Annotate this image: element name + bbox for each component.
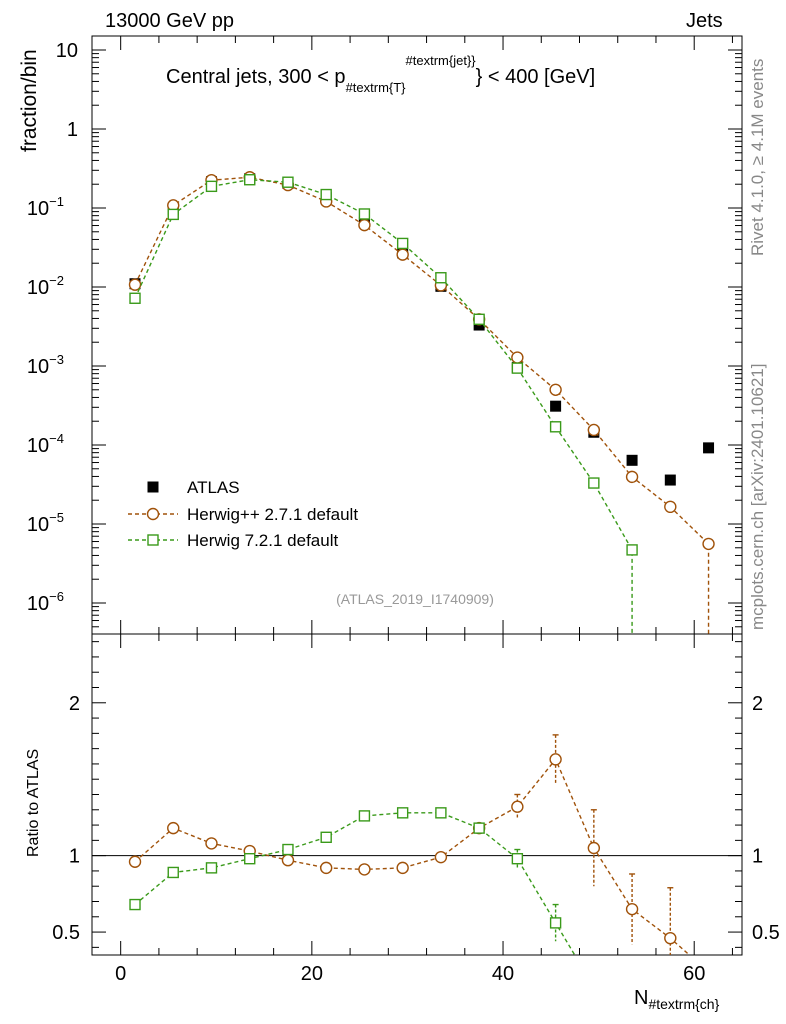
x-tick-label: 60: [683, 963, 705, 985]
analysis-watermark: (ATLAS_2019_I1740909): [336, 591, 494, 607]
main-data-point: [511, 362, 524, 374]
main-x-axis: [120, 36, 733, 634]
ratio-data-point: [396, 861, 409, 875]
ratio-data-point: [549, 917, 562, 929]
ratio-y-tick-label-right: 0.5: [752, 922, 780, 944]
legend-marker: [147, 534, 159, 546]
ratio-data-point: [129, 898, 141, 911]
ratio-data-point: [435, 807, 447, 819]
main-data-point: [396, 248, 409, 261]
ratio-series-line: [134, 758, 690, 956]
main-data-point: [358, 218, 371, 232]
ratio-data-point: [664, 931, 677, 945]
main-series-0: [129, 173, 715, 486]
legend-label: Herwig 7.2.1 default: [187, 531, 338, 550]
header-right: Jets: [686, 10, 723, 32]
header-left: 13000 GeV pp: [105, 10, 234, 32]
y-tick-label: 10−6: [27, 589, 64, 615]
main-data-point: [473, 313, 485, 326]
ratio-y-tick-label-right: 1: [752, 846, 763, 868]
legend-label: ATLAS: [187, 478, 240, 497]
main-data-point: [244, 174, 256, 186]
main-data-point: [626, 544, 638, 556]
y-tick-label: 1: [67, 119, 78, 141]
ratio-data-point: [320, 831, 332, 843]
main-data-point: [703, 442, 715, 454]
y-tick-label: 10−5: [27, 510, 64, 536]
main-y-axis: 10 1 10−1 10−2 10−3 10−4 10−5 10−6: [27, 40, 742, 628]
ratio-data-point: [205, 862, 218, 874]
main-data-point: [358, 208, 371, 220]
main-data-point: [550, 400, 562, 412]
main-data-point: [702, 537, 715, 551]
main-data-point: [396, 237, 409, 250]
ratio-y-tick-label: 2: [69, 693, 80, 715]
ratio-plot-frame: [91, 633, 743, 956]
ratio-data-point: [128, 855, 142, 868]
ratio-data-point: [281, 854, 295, 867]
chart-title: Central jets, 300 < p#textrm{T}#textrm{j…: [166, 53, 595, 95]
ratio-series-0: [128, 734, 690, 956]
main-data-point: [435, 272, 447, 284]
main-series-1: [128, 171, 715, 634]
y-tick-label: 10−1: [27, 194, 64, 220]
main-ylabel: fraction/bin: [18, 49, 41, 152]
ratio-ylabel: Ratio to ATLAS: [25, 749, 42, 857]
main-data-point: [549, 421, 562, 433]
legend-label: Herwig++ 2.7.1 default: [187, 505, 358, 524]
main-series-2: [129, 174, 638, 634]
ratio-data-point: [282, 843, 294, 856]
y-tick-label: 10: [56, 40, 78, 62]
main-data-point: [588, 477, 600, 489]
ratio-data-point: [167, 821, 180, 835]
ratio-data-point: [434, 850, 448, 864]
main-data-point: [282, 176, 294, 188]
x-axis-label: N#textrm{ch}: [634, 987, 720, 1012]
ratio-data-point: [511, 853, 524, 865]
ratio-data-point: [511, 800, 524, 813]
ratio-data-point: [358, 810, 371, 822]
main-data-point: [587, 423, 601, 437]
y-tick-label: 10−2: [27, 273, 64, 299]
ratio-data-point: [625, 902, 639, 916]
ratio-data-point: [396, 807, 409, 819]
ratio-series-1: [129, 807, 576, 956]
main-series-line: [134, 179, 633, 634]
ratio-data-point: [244, 853, 256, 865]
ratio-data-point: [167, 866, 179, 879]
legend: ATLAS Herwig++ 2.7.1 default Herwig 7.2.1 …: [128, 478, 358, 550]
main-data-point: [320, 188, 332, 201]
ratio-data-point: [358, 863, 371, 876]
legend-marker: [146, 507, 160, 521]
ratio-data-point: [549, 753, 562, 766]
ratio-data-point: [587, 841, 601, 855]
main-data-point: [129, 292, 141, 304]
ratio-data-point: [473, 822, 485, 834]
x-tick-label: 40: [492, 963, 514, 985]
ratio-y-tick-label: 1: [69, 846, 80, 868]
x-tick-label: 20: [301, 963, 323, 985]
ratio-data-point: [319, 861, 333, 875]
ratio-data-point: [205, 837, 218, 850]
legend-marker: [147, 481, 159, 493]
main-data-point: [549, 383, 562, 396]
ratio-x-axis: 0 20 40 60: [115, 634, 733, 985]
ratio-y-axis: 0.5 0.5 1 1 2 2: [52, 641, 780, 948]
main-data-point: [664, 474, 676, 486]
main-series-line: [134, 176, 710, 634]
main-data-point: [626, 454, 638, 466]
main-data-point: [664, 500, 677, 514]
main-data-point: [625, 470, 639, 484]
main-data-point: [205, 180, 218, 193]
x-tick-label: 0: [115, 963, 126, 985]
y-tick-label: 10−4: [27, 431, 64, 457]
main-data-point: [511, 351, 524, 364]
data-series: [128, 171, 715, 956]
ratio-y-tick-label-right: 2: [752, 693, 763, 715]
main-data-point: [167, 208, 179, 221]
ratio-y-tick-label: 0.5: [52, 922, 80, 944]
ratio-series-line: [134, 812, 576, 956]
y-tick-label: 10−3: [27, 352, 64, 378]
